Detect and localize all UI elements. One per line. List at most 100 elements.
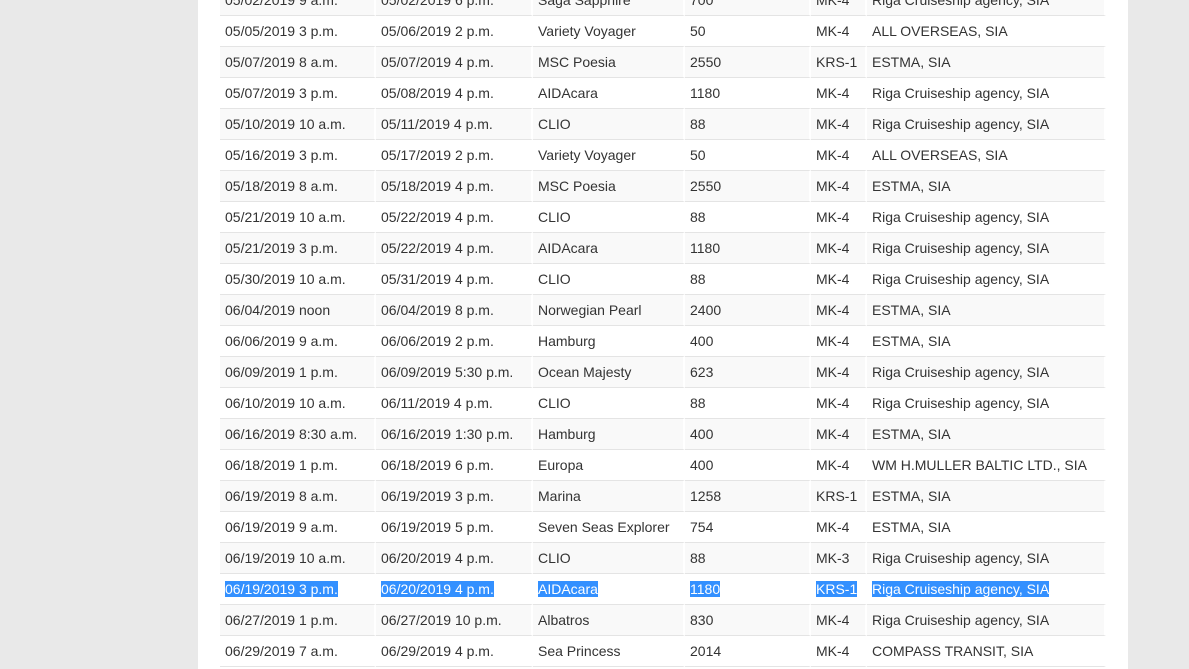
passengers-text: 1180 (690, 581, 721, 597)
agent-cell: ESTMA, SIA (867, 171, 1106, 202)
agent-cell: ESTMA, SIA (867, 326, 1106, 357)
table-row: 06/06/2019 9 a.m. 06/06/2019 2 p.m. Hambur… (220, 326, 1106, 357)
arrival-cell: 05/16/2019 3 p.m. (220, 140, 376, 171)
departure-text: 06/19/2019 5 p.m. (381, 519, 494, 535)
arrival-text: 05/07/2019 8 a.m. (225, 54, 338, 70)
agent-cell: WM H.MULLER BALTIC LTD., SIA (867, 450, 1106, 481)
passengers-cell: 88 (685, 264, 811, 295)
berth-text: MK-4 (816, 457, 850, 473)
table-row: 05/21/2019 10 a.m. 05/22/2019 4 p.m. CLIO 8… (220, 202, 1106, 233)
departure-text: 06/09/2019 5:30 p.m. (381, 364, 514, 380)
departure-text: 05/17/2019 2 p.m. (381, 147, 494, 163)
berth-text: MK-4 (816, 302, 850, 318)
vessel-cell: Sea Princess (533, 636, 685, 667)
vessel-text: AIDAcara (538, 85, 598, 101)
departure-text: 06/20/2019 4 p.m. (381, 581, 494, 597)
departure-cell: 05/22/2019 4 p.m. (376, 233, 533, 264)
passengers-cell: 50 (685, 16, 811, 47)
vessel-cell: Ocean Majesty (533, 357, 685, 388)
agent-text: ALL OVERSEAS, SIA (872, 147, 1008, 163)
arrival-text: 05/02/2019 9 a.m. (225, 0, 338, 8)
berth-text: MK-4 (816, 364, 850, 380)
berth-text: MK-4 (816, 116, 850, 132)
berth-cell: MK-4 (811, 202, 867, 233)
table-row: 05/05/2019 3 p.m. 05/06/2019 2 p.m. Variet… (220, 16, 1106, 47)
arrival-text: 06/18/2019 1 p.m. (225, 457, 338, 473)
departure-text: 05/18/2019 4 p.m. (381, 178, 494, 194)
berth-cell: MK-4 (811, 0, 867, 16)
berth-text: MK-4 (816, 333, 850, 349)
arrival-cell: 06/19/2019 3 p.m. (220, 574, 376, 605)
arrival-cell: 05/05/2019 3 p.m. (220, 16, 376, 47)
departure-text: 06/29/2019 4 p.m. (381, 643, 494, 659)
departure-cell: 06/16/2019 1:30 p.m. (376, 419, 533, 450)
arrival-cell: 06/10/2019 10 a.m. (220, 388, 376, 419)
table-row: 06/19/2019 8 a.m. 06/19/2019 3 p.m. Marina… (220, 481, 1106, 512)
arrival-cell: 06/29/2019 7 a.m. (220, 636, 376, 667)
departure-cell: 06/19/2019 3 p.m. (376, 481, 533, 512)
berth-cell: MK-4 (811, 419, 867, 450)
vessel-cell: AIDAcara (533, 233, 685, 264)
arrival-text: 06/09/2019 1 p.m. (225, 364, 338, 380)
vessel-cell: MSC Poesia (533, 47, 685, 78)
berth-cell: MK-4 (811, 357, 867, 388)
departure-text: 05/11/2019 4 p.m. (381, 116, 493, 132)
departure-text: 05/06/2019 2 p.m. (381, 23, 494, 39)
departure-cell: 05/17/2019 2 p.m. (376, 140, 533, 171)
table-row: 06/09/2019 1 p.m. 06/09/2019 5:30 p.m. Oce… (220, 357, 1106, 388)
vessel-cell: Hamburg (533, 419, 685, 450)
vessel-text: Hamburg (538, 333, 596, 349)
arrival-cell: 05/10/2019 10 a.m. (220, 109, 376, 140)
passengers-cell: 1180 (685, 574, 811, 605)
table-row: 06/19/2019 9 a.m. 06/19/2019 5 p.m. Seven … (220, 512, 1106, 543)
agent-text: ESTMA, SIA (872, 488, 951, 504)
passengers-text: 2400 (690, 302, 722, 318)
agent-text: Riga Cruiseship agency, SIA (872, 271, 1050, 287)
berth-text: KRS-1 (816, 488, 858, 504)
agent-cell: Riga Cruiseship agency, SIA (867, 388, 1106, 419)
passengers-cell: 400 (685, 419, 811, 450)
agent-text: ESTMA, SIA (872, 54, 951, 70)
departure-cell: 06/20/2019 4 p.m. (376, 574, 533, 605)
agent-text: ESTMA, SIA (872, 426, 951, 442)
departure-cell: 06/04/2019 8 p.m. (376, 295, 533, 326)
berth-text: MK-4 (816, 519, 850, 535)
vessel-text: Norwegian Pearl (538, 302, 642, 318)
passengers-text: 1180 (690, 240, 721, 256)
vessel-cell: CLIO (533, 543, 685, 574)
table-row: 05/16/2019 3 p.m. 05/17/2019 2 p.m. Variet… (220, 140, 1106, 171)
arrival-cell: 06/18/2019 1 p.m. (220, 450, 376, 481)
vessel-text: Sea Princess (538, 643, 621, 659)
arrival-text: 06/19/2019 8 a.m. (225, 488, 338, 504)
departure-text: 06/18/2019 6 p.m. (381, 457, 494, 473)
berth-text: MK-4 (816, 240, 850, 256)
arrival-cell: 06/04/2019 noon (220, 295, 376, 326)
agent-text: Riga Cruiseship agency, SIA (872, 116, 1050, 132)
passengers-text: 1180 (690, 85, 721, 101)
agent-cell: ESTMA, SIA (867, 419, 1106, 450)
departure-text: 05/22/2019 4 p.m. (381, 209, 494, 225)
departure-text: 06/19/2019 3 p.m. (381, 488, 494, 504)
departure-cell: 05/22/2019 4 p.m. (376, 202, 533, 233)
arrival-text: 05/18/2019 8 a.m. (225, 178, 338, 194)
schedule-table: 05/02/2019 9 a.m. 05/02/2019 6 p.m. Saga S… (220, 0, 1106, 667)
agent-text: Riga Cruiseship agency, SIA (872, 612, 1050, 628)
berth-cell: MK-3 (811, 543, 867, 574)
berth-cell: MK-4 (811, 605, 867, 636)
vessel-text: Ocean Majesty (538, 364, 632, 380)
vessel-text: Saga Sapphire (538, 0, 631, 8)
berth-cell: MK-4 (811, 326, 867, 357)
departure-cell: 05/07/2019 4 p.m. (376, 47, 533, 78)
passengers-cell: 830 (685, 605, 811, 636)
passengers-cell: 88 (685, 388, 811, 419)
arrival-cell: 06/27/2019 1 p.m. (220, 605, 376, 636)
vessel-text: CLIO (538, 550, 571, 566)
vessel-cell: CLIO (533, 388, 685, 419)
passengers-cell: 1180 (685, 233, 811, 264)
vessel-cell: Europa (533, 450, 685, 481)
table-row: 05/10/2019 10 a.m. 05/11/2019 4 p.m. CLIO 8… (220, 109, 1106, 140)
vessel-cell: CLIO (533, 264, 685, 295)
berth-text: MK-4 (816, 426, 850, 442)
arrival-cell: 06/09/2019 1 p.m. (220, 357, 376, 388)
